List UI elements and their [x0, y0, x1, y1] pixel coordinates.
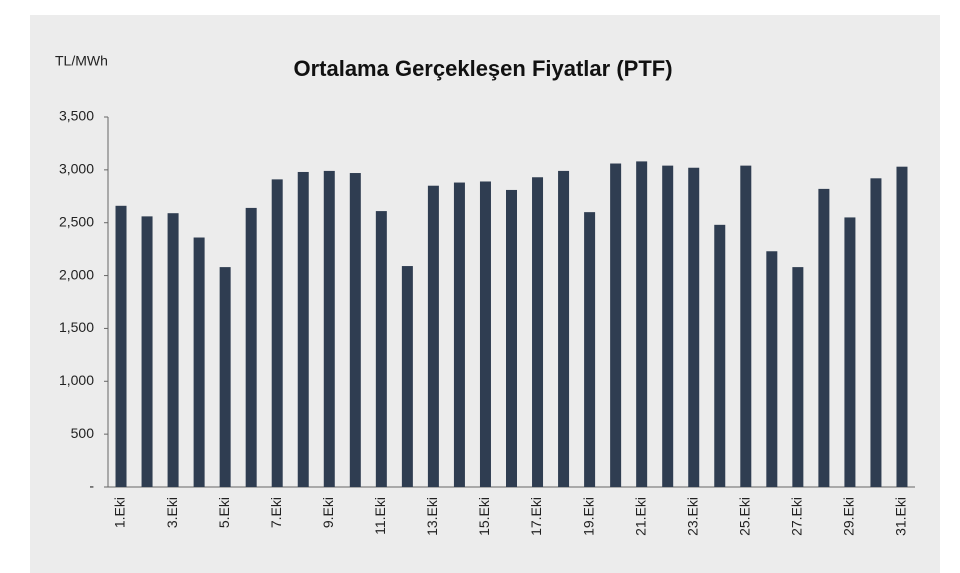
bar: [688, 167, 700, 487]
bar: [584, 212, 596, 487]
x-tick-label: 17.Eki: [528, 497, 544, 536]
y-tick-label: 3,000: [59, 161, 94, 177]
x-tick-label: 1.Eki: [112, 497, 128, 528]
bar: [193, 237, 205, 487]
bar: [141, 216, 153, 487]
bar: [844, 217, 856, 487]
bar: [453, 182, 465, 488]
bar: [766, 251, 778, 487]
bar: [662, 165, 674, 487]
x-tick-label: 11.Eki: [372, 497, 388, 535]
bar: [740, 165, 752, 487]
x-tick-label: 13.Eki: [424, 497, 440, 536]
y-axis-label: TL/MWh: [55, 53, 108, 69]
bar: [792, 267, 804, 487]
bar: [610, 163, 622, 487]
bar: [401, 266, 413, 487]
bar: [479, 181, 491, 487]
y-tick-label: 2,000: [59, 266, 94, 282]
y-tick-label: 1,000: [59, 372, 94, 388]
bar: [532, 177, 544, 487]
y-tick-label: 500: [71, 425, 95, 441]
bar: [219, 267, 231, 487]
bar: [375, 211, 387, 488]
chart-title: Ortalama Gerçekleşen Fiyatlar (PTF): [293, 56, 672, 81]
y-tick-label: -: [89, 478, 94, 494]
x-tick-label: 19.Eki: [580, 497, 596, 536]
x-tick-label: 31.Eki: [893, 497, 909, 536]
bar: [714, 224, 726, 488]
bar: [870, 178, 882, 488]
x-tick-label: 7.Eki: [268, 497, 284, 528]
x-tick-label: 21.Eki: [632, 497, 648, 536]
bar: [167, 213, 179, 487]
x-tick-label: 29.Eki: [841, 497, 857, 536]
bar: [818, 188, 830, 487]
y-tick-label: 1,500: [59, 319, 94, 335]
y-tick-label: 3,500: [59, 108, 94, 124]
x-tick-label: 25.Eki: [736, 497, 752, 536]
bar: [297, 171, 309, 487]
bar: [636, 161, 648, 487]
bar: [115, 205, 127, 488]
bar: [349, 173, 361, 487]
bar: [558, 170, 570, 487]
x-tick-label: 27.Eki: [789, 497, 805, 536]
bar: [427, 185, 439, 487]
x-tick-label: 15.Eki: [476, 497, 492, 536]
bar: [323, 170, 335, 487]
bar: [506, 189, 517, 487]
y-tick-label: 2,500: [59, 213, 94, 229]
x-tick-label: 5.Eki: [216, 497, 232, 528]
x-tick-label: 23.Eki: [684, 497, 700, 536]
bar: [245, 207, 257, 487]
x-tick-label: 3.Eki: [164, 497, 180, 528]
x-tick-label: 9.Eki: [320, 497, 336, 528]
bar: [896, 166, 908, 487]
bar: [271, 179, 283, 487]
